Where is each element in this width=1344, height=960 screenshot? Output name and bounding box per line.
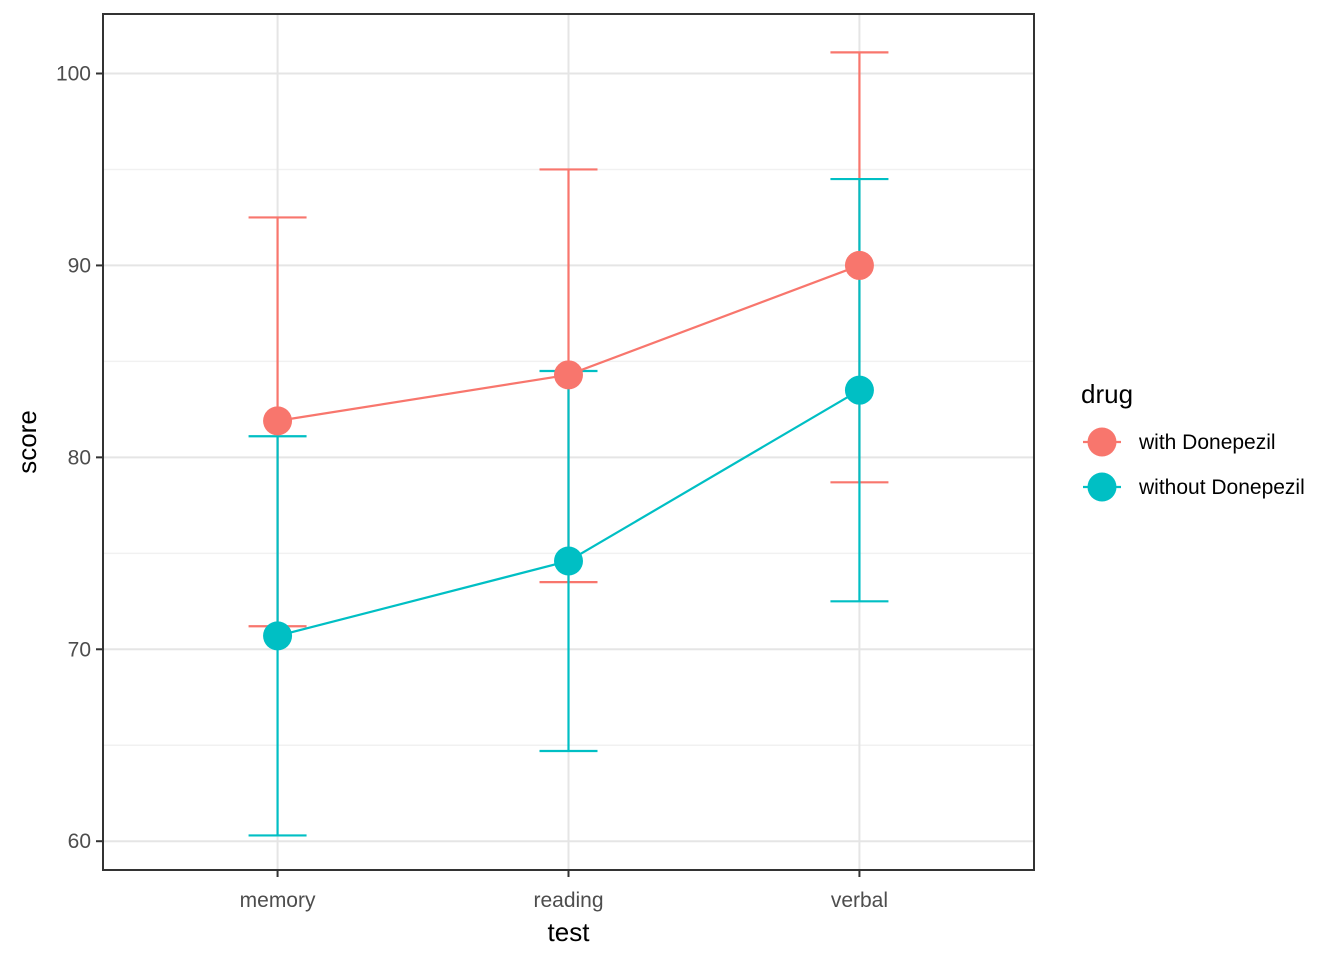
y-axis-title: score <box>12 410 42 474</box>
data-point <box>844 250 874 280</box>
y-tick-label: 60 <box>68 830 91 853</box>
y-tick-label: 80 <box>68 446 91 469</box>
legend-key-point <box>1087 472 1117 502</box>
y-tick-label: 90 <box>68 254 91 277</box>
x-tick-label: verbal <box>831 889 888 912</box>
x-tick-label: memory <box>240 889 316 912</box>
data-point <box>263 621 293 651</box>
x-tick-label: reading <box>533 889 603 912</box>
data-point <box>554 360 583 390</box>
y-tick-label: 70 <box>68 638 91 661</box>
legend-label: without Donepezil <box>1138 476 1305 499</box>
data-point <box>844 375 874 405</box>
y-tick-label: 100 <box>56 62 91 85</box>
legend-title: drug <box>1081 379 1133 409</box>
legend-key-point <box>1087 427 1117 457</box>
data-point <box>263 406 293 436</box>
data-point <box>554 546 583 576</box>
x-axis-title: test <box>548 917 591 947</box>
legend-label: with Donepezil <box>1138 431 1276 454</box>
